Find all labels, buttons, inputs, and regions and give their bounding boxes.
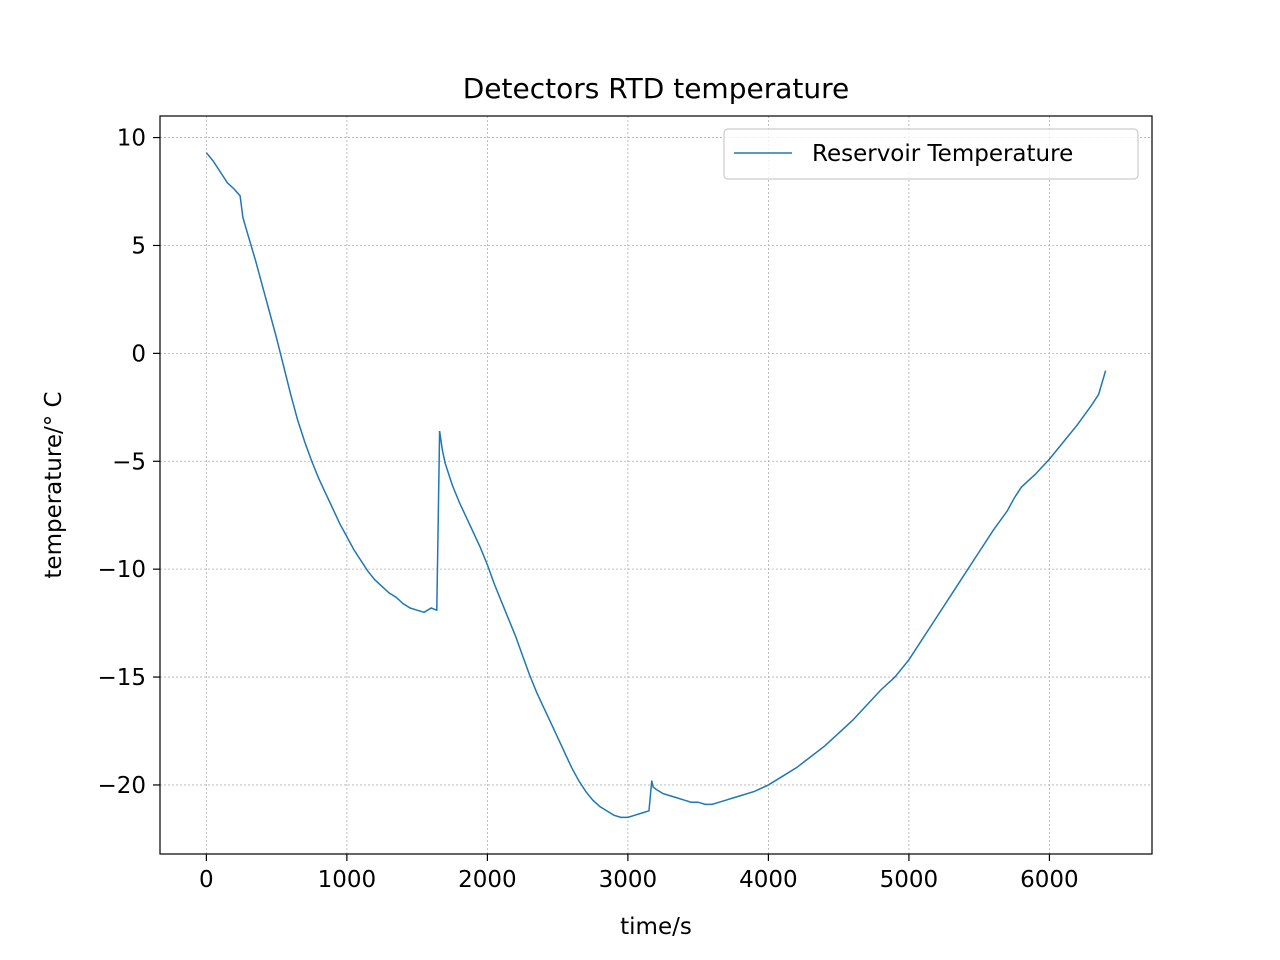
y-tick-label: −15: [97, 665, 146, 691]
y-tick-label: 10: [117, 126, 146, 152]
legend-label: Reservoir Temperature: [812, 141, 1073, 167]
x-axis-ticks: 0 1000 2000 3000 4000 5000 6000: [199, 854, 1079, 893]
x-tick-label: 2000: [458, 867, 517, 893]
legend: Reservoir Temperature: [723, 128, 1139, 180]
y-tick-label: −20: [97, 773, 146, 799]
plot-area: [205, 152, 1107, 819]
x-tick-label: 3000: [599, 867, 658, 893]
y-axis-label: temperature/° C: [41, 391, 67, 578]
series-line-reservoir-temperature: [205, 152, 1107, 819]
plot-frame: [159, 115, 1153, 855]
y-tick-label: −5: [112, 449, 146, 475]
x-tick-label: 4000: [739, 867, 798, 893]
x-tick-label: 6000: [1020, 867, 1079, 893]
x-axis-label: time/s: [620, 914, 692, 940]
x-tick-label: 1000: [318, 867, 377, 893]
y-tick-label: −10: [97, 557, 146, 583]
x-tick-label: 5000: [880, 867, 939, 893]
y-axis-ticks: 10 5 0 −5 −10 −15 −20: [97, 126, 160, 799]
x-tick-label: 0: [199, 867, 214, 893]
y-tick-label: 5: [131, 233, 146, 259]
chart-title: Detectors RTD temperature: [463, 72, 849, 105]
grid: [160, 116, 1152, 854]
y-tick-label: 0: [131, 341, 146, 367]
legend-box: [723, 128, 1139, 180]
